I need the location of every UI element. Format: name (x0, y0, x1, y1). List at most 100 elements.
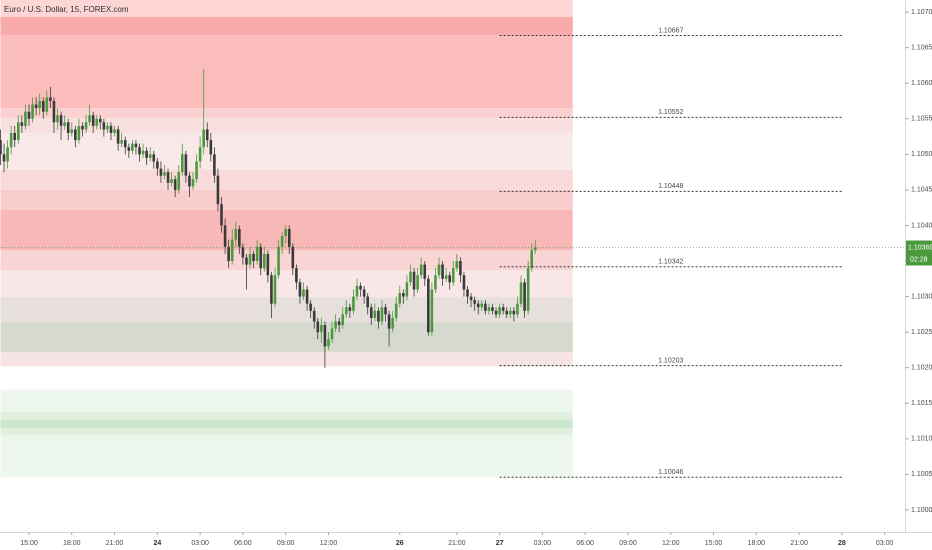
candle-body (459, 261, 462, 276)
candle-body (362, 289, 366, 297)
candle-body (345, 307, 348, 315)
x-tick-label: 18:00 (63, 540, 81, 547)
zones (0, 0, 573, 478)
countdown-box (906, 253, 932, 266)
candle-body (519, 282, 523, 304)
x-tick-label: 03:00 (534, 540, 552, 547)
x-tick-label: 24 (153, 540, 161, 547)
level-label: 1.10448 (658, 183, 683, 190)
candle-body (273, 275, 277, 304)
x-tick-label: 12:00 (662, 540, 680, 547)
candle-body (423, 264, 427, 279)
candle-body (41, 100, 45, 112)
candle-body (38, 100, 41, 109)
candle-body (34, 104, 38, 109)
candle-body (259, 246, 263, 269)
candle-body (49, 97, 52, 101)
candle-body (127, 147, 131, 151)
candle-body (287, 229, 291, 247)
zone (0, 419, 573, 429)
candle-body (309, 303, 312, 311)
candle-body (484, 303, 487, 311)
plot (0, 68, 537, 368)
candle-body (95, 118, 99, 126)
candle-body (302, 289, 305, 297)
candle-body (109, 125, 113, 133)
candle-body (384, 307, 387, 315)
candle-body (209, 140, 213, 155)
candle-body (419, 264, 423, 276)
candle-body (56, 115, 59, 123)
candle-body (16, 122, 20, 141)
candle-body (402, 293, 405, 297)
x-tick-label: 12:00 (320, 540, 338, 547)
candle-body (366, 296, 369, 308)
candle-body (466, 289, 469, 297)
x-tick-label: 21:00 (448, 540, 466, 547)
candle-body (84, 122, 88, 130)
y-tick-label: 1.10250 (911, 329, 932, 336)
candle-body (198, 147, 202, 162)
candle-body (469, 296, 473, 301)
zone (0, 108, 573, 119)
zone (0, 250, 573, 271)
candle-body (437, 264, 441, 276)
candle-body (334, 321, 337, 329)
candle-body (323, 325, 327, 347)
y-tick-label: 1.10200 (911, 365, 932, 372)
candle-body (152, 154, 156, 162)
countdown-label: 02:28 (910, 256, 928, 263)
candle-body (106, 125, 109, 130)
candle-body (312, 310, 316, 322)
candle-body (20, 122, 24, 126)
candle-body (455, 261, 459, 269)
candle-body (523, 282, 526, 311)
candle-body (533, 247, 537, 251)
candle-body (170, 179, 173, 183)
candle-body (280, 236, 284, 247)
candle-body (255, 246, 259, 262)
candle-body (163, 172, 166, 176)
zone (0, 297, 573, 323)
candle-body (52, 100, 56, 123)
candle-body (166, 172, 170, 183)
candle-body (266, 253, 270, 276)
x-tick-label: 09:00 (277, 540, 295, 547)
candle-body (330, 328, 334, 340)
candle-body (530, 250, 534, 269)
candle-body (24, 111, 27, 126)
y-tick-label: 1.10400 (911, 222, 932, 229)
level-label: 1.10203 (658, 357, 683, 364)
candle-body (248, 253, 252, 265)
candle-body (427, 278, 430, 333)
candle-body (188, 175, 191, 187)
candle-body (316, 321, 320, 333)
candle-body (480, 303, 484, 308)
x-tick-label: 15:00 (705, 540, 723, 547)
candle-body (263, 253, 266, 269)
candle-body (102, 122, 106, 130)
level-label: 1.10552 (658, 109, 683, 116)
candle-body (359, 285, 362, 290)
candle-body (113, 129, 116, 133)
candle-body (369, 307, 373, 318)
candle-body (277, 246, 280, 276)
candle-body (291, 246, 295, 269)
candle-body (355, 285, 359, 297)
zone (0, 322, 573, 353)
candle-body (116, 129, 120, 144)
candle-body (416, 275, 419, 290)
candle-body (270, 275, 273, 304)
x-tick-label: 03:00 (876, 540, 894, 547)
candle-body (327, 339, 330, 347)
candle-body (501, 307, 505, 311)
candle-body (509, 310, 512, 315)
zone (0, 118, 573, 133)
last-price-label: 1.10369 (908, 244, 932, 251)
candle-body (205, 129, 209, 141)
candle-body (505, 310, 509, 315)
candle-body (409, 271, 412, 283)
y-tick-label: 1.10450 (911, 187, 932, 194)
candle-body (213, 154, 216, 176)
